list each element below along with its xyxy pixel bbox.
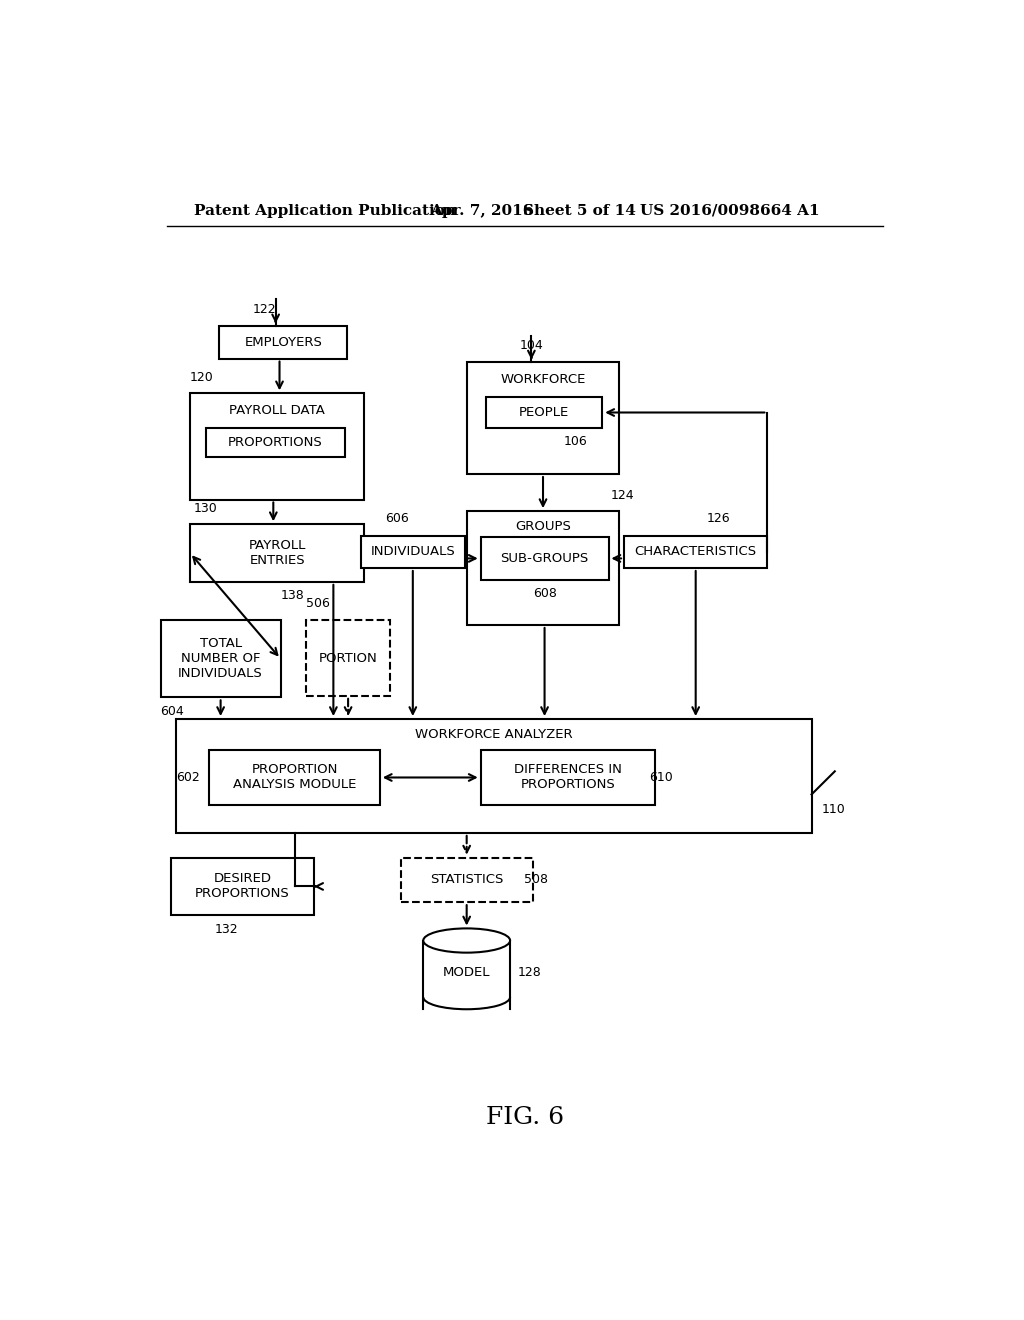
Text: 124: 124	[610, 490, 634, 502]
Text: 126: 126	[708, 512, 731, 525]
Text: 132: 132	[215, 923, 239, 936]
Text: INDIVIDUALS: INDIVIDUALS	[371, 545, 456, 558]
Text: WORKFORCE ANALYZER: WORKFORCE ANALYZER	[415, 727, 572, 741]
Bar	[423, 941, 510, 997]
Bar	[480, 537, 608, 579]
Bar	[206, 428, 345, 457]
Bar	[400, 858, 532, 903]
Text: 130: 130	[194, 502, 217, 515]
Text: 608: 608	[532, 587, 556, 601]
Text: 104: 104	[519, 339, 544, 352]
Bar	[486, 397, 602, 428]
Text: Apr. 7, 2016: Apr. 7, 2016	[430, 203, 534, 218]
Bar	[467, 363, 618, 474]
Text: 138: 138	[281, 589, 304, 602]
Text: 610: 610	[649, 771, 673, 784]
Text: CHARACTERISTICS: CHARACTERISTICS	[635, 545, 757, 558]
Text: MODEL: MODEL	[443, 966, 490, 979]
Text: STATISTICS: STATISTICS	[430, 874, 504, 887]
Text: GROUPS: GROUPS	[515, 520, 571, 533]
Text: Sheet 5 of 14: Sheet 5 of 14	[523, 203, 636, 218]
Bar	[480, 750, 655, 805]
Bar	[306, 620, 390, 696]
Bar	[219, 326, 347, 359]
Bar	[624, 536, 767, 568]
Text: 606: 606	[385, 512, 410, 525]
Text: TOTAL
NUMBER OF
INDIVIDUALS: TOTAL NUMBER OF INDIVIDUALS	[178, 638, 263, 680]
Text: DIFFERENCES IN
PROPORTIONS: DIFFERENCES IN PROPORTIONS	[514, 763, 622, 792]
Text: PAYROLL
ENTRIES: PAYROLL ENTRIES	[249, 539, 306, 568]
Text: PROPORTIONS: PROPORTIONS	[228, 436, 323, 449]
Text: DESIRED
PROPORTIONS: DESIRED PROPORTIONS	[195, 873, 290, 900]
Bar	[467, 511, 618, 626]
Text: 110: 110	[821, 804, 845, 816]
Bar	[161, 620, 281, 697]
Bar	[209, 750, 380, 805]
Text: 508: 508	[524, 874, 549, 887]
Text: 122: 122	[252, 302, 275, 315]
Text: FIG. 6: FIG. 6	[485, 1106, 564, 1129]
Text: 604: 604	[161, 705, 184, 718]
Bar	[171, 858, 314, 915]
Text: Patent Application Publication: Patent Application Publication	[194, 203, 456, 218]
Text: PEOPLE: PEOPLE	[519, 407, 569, 418]
Text: PORTION: PORTION	[318, 652, 378, 665]
Bar	[360, 536, 465, 568]
Text: US 2016/0098664 A1: US 2016/0098664 A1	[640, 203, 819, 218]
Text: 128: 128	[517, 966, 542, 979]
Text: PROPORTION
ANALYSIS MODULE: PROPORTION ANALYSIS MODULE	[232, 763, 356, 792]
Ellipse shape	[423, 928, 510, 953]
Text: 602: 602	[176, 771, 200, 784]
Bar	[190, 524, 365, 582]
Text: PAYROLL DATA: PAYROLL DATA	[229, 404, 326, 417]
Text: 120: 120	[189, 371, 213, 384]
Text: 106: 106	[563, 436, 587, 449]
Bar	[190, 393, 365, 499]
Bar	[176, 719, 812, 833]
Text: WORKFORCE: WORKFORCE	[501, 372, 586, 385]
Text: SUB-GROUPS: SUB-GROUPS	[501, 552, 589, 565]
Text: 506: 506	[306, 597, 330, 610]
Text: EMPLOYERS: EMPLOYERS	[245, 335, 323, 348]
